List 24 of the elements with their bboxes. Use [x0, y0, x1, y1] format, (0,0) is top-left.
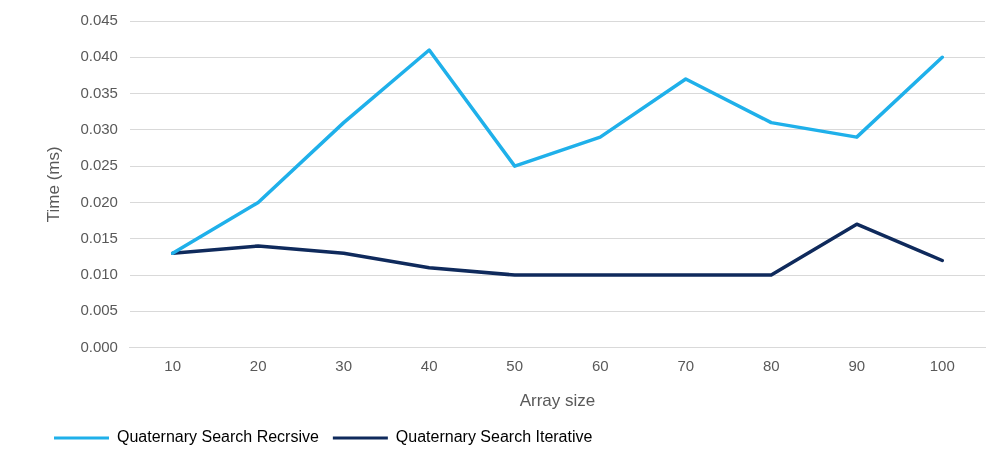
- y-tick-label: 0.030: [80, 120, 118, 138]
- x-tick-label: 70: [677, 356, 695, 374]
- legend-label: Quaternary Search Iterative: [395, 428, 593, 446]
- x-tick-label: 60: [591, 356, 609, 374]
- x-tick-label: 50: [506, 356, 524, 374]
- y-tick-label: 0.020: [80, 192, 118, 210]
- legend-label: Quaternary Search Recrsive: [117, 428, 319, 446]
- y-tick-label: 0.040: [80, 47, 118, 65]
- y-tick-label: 0.015: [80, 228, 118, 246]
- x-axis-title: Array size: [519, 391, 596, 411]
- y-tick-label: 0.035: [80, 83, 118, 101]
- x-tick-label: 40: [420, 356, 438, 374]
- y-tick-label: 0.025: [80, 156, 118, 174]
- x-tick-label: 90: [848, 356, 866, 374]
- y-axis-title: Time (ms): [43, 146, 63, 223]
- x-tick-label: 30: [335, 356, 353, 374]
- x-tick-label: 100: [929, 356, 955, 374]
- y-tick-label: 0.005: [80, 301, 118, 319]
- y-tick-label: 0.000: [80, 337, 118, 355]
- x-tick-label: 20: [249, 356, 267, 374]
- x-tick-label: 10: [164, 356, 182, 374]
- y-tick-label: 0.010: [80, 265, 118, 283]
- x-tick-label: 80: [762, 356, 780, 374]
- y-tick-label: 0.045: [80, 11, 118, 29]
